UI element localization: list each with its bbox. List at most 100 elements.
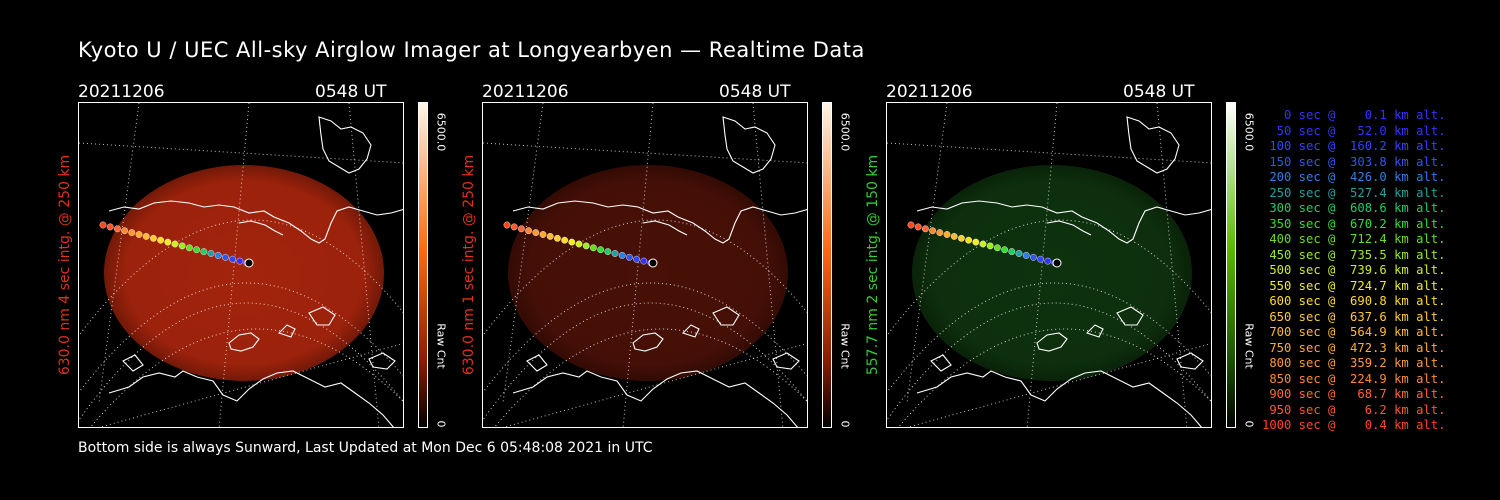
coastline: [1176, 352, 1204, 370]
trajectory-point: [1022, 251, 1030, 259]
coastline: [916, 200, 1211, 244]
coastline: [1085, 324, 1104, 338]
trajectory-point: [950, 232, 958, 240]
trajectory-point: [546, 232, 554, 240]
page-title: Kyoto U / UEC All-sky Airglow Imager at …: [78, 38, 865, 62]
allsky-map: [79, 103, 403, 427]
panel-time: 0548 UT: [719, 82, 791, 102]
legend-row: 500 sec @ 739.6 km alt.: [1262, 263, 1446, 277]
trajectory-point: [618, 251, 626, 259]
coastline: [632, 332, 664, 352]
panel-date: 20211206: [886, 82, 973, 102]
sky-image-disk: [508, 165, 788, 381]
legend-row: 1000 sec @ 0.4 km alt.: [1262, 418, 1446, 432]
panel-ylabel: 630.0 nm 1 sec intg. @ 250 km: [461, 154, 477, 376]
coastline: [1126, 116, 1180, 174]
meridian-grid-line: [622, 103, 654, 427]
latitude-grid-line: [79, 282, 403, 394]
meridian-grid-line: [906, 343, 1211, 427]
trajectory-point: [943, 231, 951, 238]
panel-time: 0548 UT: [1123, 82, 1195, 102]
trajectory-point: [1008, 248, 1016, 256]
trajectory-point: [229, 255, 237, 263]
trajectory-point: [922, 225, 929, 233]
trajectory-point: [1037, 255, 1045, 263]
coastline: [368, 352, 396, 370]
trajectory-point: [640, 257, 648, 265]
latitude-grid-line: [483, 282, 807, 394]
station-marker: [244, 258, 254, 268]
legend-row: 750 sec @ 472.3 km alt.: [1262, 340, 1446, 355]
trajectory-point: [1015, 250, 1023, 257]
trajectory-point: [200, 248, 208, 256]
legend-row: 550 sec @ 724.7 km alt.: [1262, 278, 1446, 293]
trajectory-point: [554, 234, 561, 242]
trajectory-point: [207, 250, 215, 257]
trajectory-point: [135, 231, 143, 238]
trajectory-point: [1001, 246, 1009, 254]
panel-ylabel: 630.0 nm 4 sec intg. @ 250 km: [57, 154, 73, 376]
legend-row: 50 sec @ 52.0 km alt.: [1262, 123, 1446, 138]
trajectory-point: [914, 223, 922, 231]
trajectory-point: [525, 227, 532, 235]
trajectory-point: [994, 244, 1001, 252]
trajectory-point: [171, 240, 179, 248]
trajectory-legend: 0 sec @ 0.1 km alt. 50 sec @ 52.0 km alt…: [1262, 108, 1446, 434]
legend-row: 950 sec @ 6.2 km alt.: [1262, 402, 1446, 417]
coastline: [512, 200, 807, 244]
colorbar: [1226, 102, 1236, 428]
coastline: [642, 220, 688, 236]
trajectory-point: [518, 225, 525, 233]
legend-row: 400 sec @ 712.4 km alt.: [1262, 232, 1446, 246]
coastline: [122, 354, 144, 372]
allsky-map: [483, 103, 807, 427]
trajectory-point: [633, 255, 641, 263]
trajectory-point: [178, 242, 186, 250]
sky-image-disk: [104, 165, 384, 381]
allsky-map: [887, 103, 1211, 427]
trajectory-point: [503, 221, 511, 229]
station-marker: [648, 258, 658, 268]
trajectory-point: [142, 232, 150, 240]
trajectory-point: [532, 229, 540, 237]
meridian-grid-line: [1026, 103, 1058, 427]
colorbar: [822, 102, 832, 428]
footer-status: Bottom side is always Sunward, Last Upda…: [78, 440, 653, 456]
legend-row: 250 sec @ 527.4 km alt.: [1262, 185, 1446, 200]
coastline: [318, 116, 372, 174]
trajectory-point: [986, 242, 994, 250]
trajectory-point: [214, 251, 222, 259]
panel-ylabel: 557.7 nm 2 sec intg. @ 150 km: [865, 154, 881, 376]
coastline: [930, 354, 952, 372]
coastline: [512, 370, 799, 427]
trajectory-point: [1044, 257, 1052, 265]
trajectory-point: [193, 246, 201, 254]
legend-row: 100 sec @ 160.2 km alt.: [1262, 139, 1446, 153]
meridian-grid-line: [1156, 103, 1188, 427]
panel-date: 20211206: [78, 82, 165, 102]
latitude-grid-line: [887, 282, 1211, 394]
legend-row: 700 sec @ 564.9 km alt.: [1262, 325, 1446, 339]
legend-row: 350 sec @ 670.2 km alt.: [1262, 216, 1446, 231]
legend-row: 300 sec @ 608.6 km alt.: [1262, 201, 1446, 215]
trajectory-point: [510, 223, 518, 231]
coastline: [1116, 306, 1144, 326]
trajectory-point: [561, 236, 569, 244]
trajectory-point: [979, 240, 987, 248]
trajectory-point: [936, 229, 944, 237]
allsky-image: [482, 102, 808, 428]
coastline: [526, 354, 548, 372]
meridian-grid-line: [906, 103, 948, 404]
coastline: [228, 332, 260, 352]
coastline: [308, 306, 336, 326]
meridian-grid-line: [98, 103, 140, 404]
legend-row: 800 sec @ 359.2 km alt.: [1262, 356, 1446, 370]
trajectory-point: [604, 248, 612, 256]
legend-row: 600 sec @ 690.8 km alt.: [1262, 294, 1446, 308]
meridian-grid-line: [502, 103, 544, 404]
coastline: [722, 116, 776, 174]
legend-row: 850 sec @ 224.9 km alt.: [1262, 371, 1446, 386]
allsky-image: [78, 102, 404, 428]
trajectory-point: [965, 236, 973, 244]
coastline: [772, 352, 800, 370]
